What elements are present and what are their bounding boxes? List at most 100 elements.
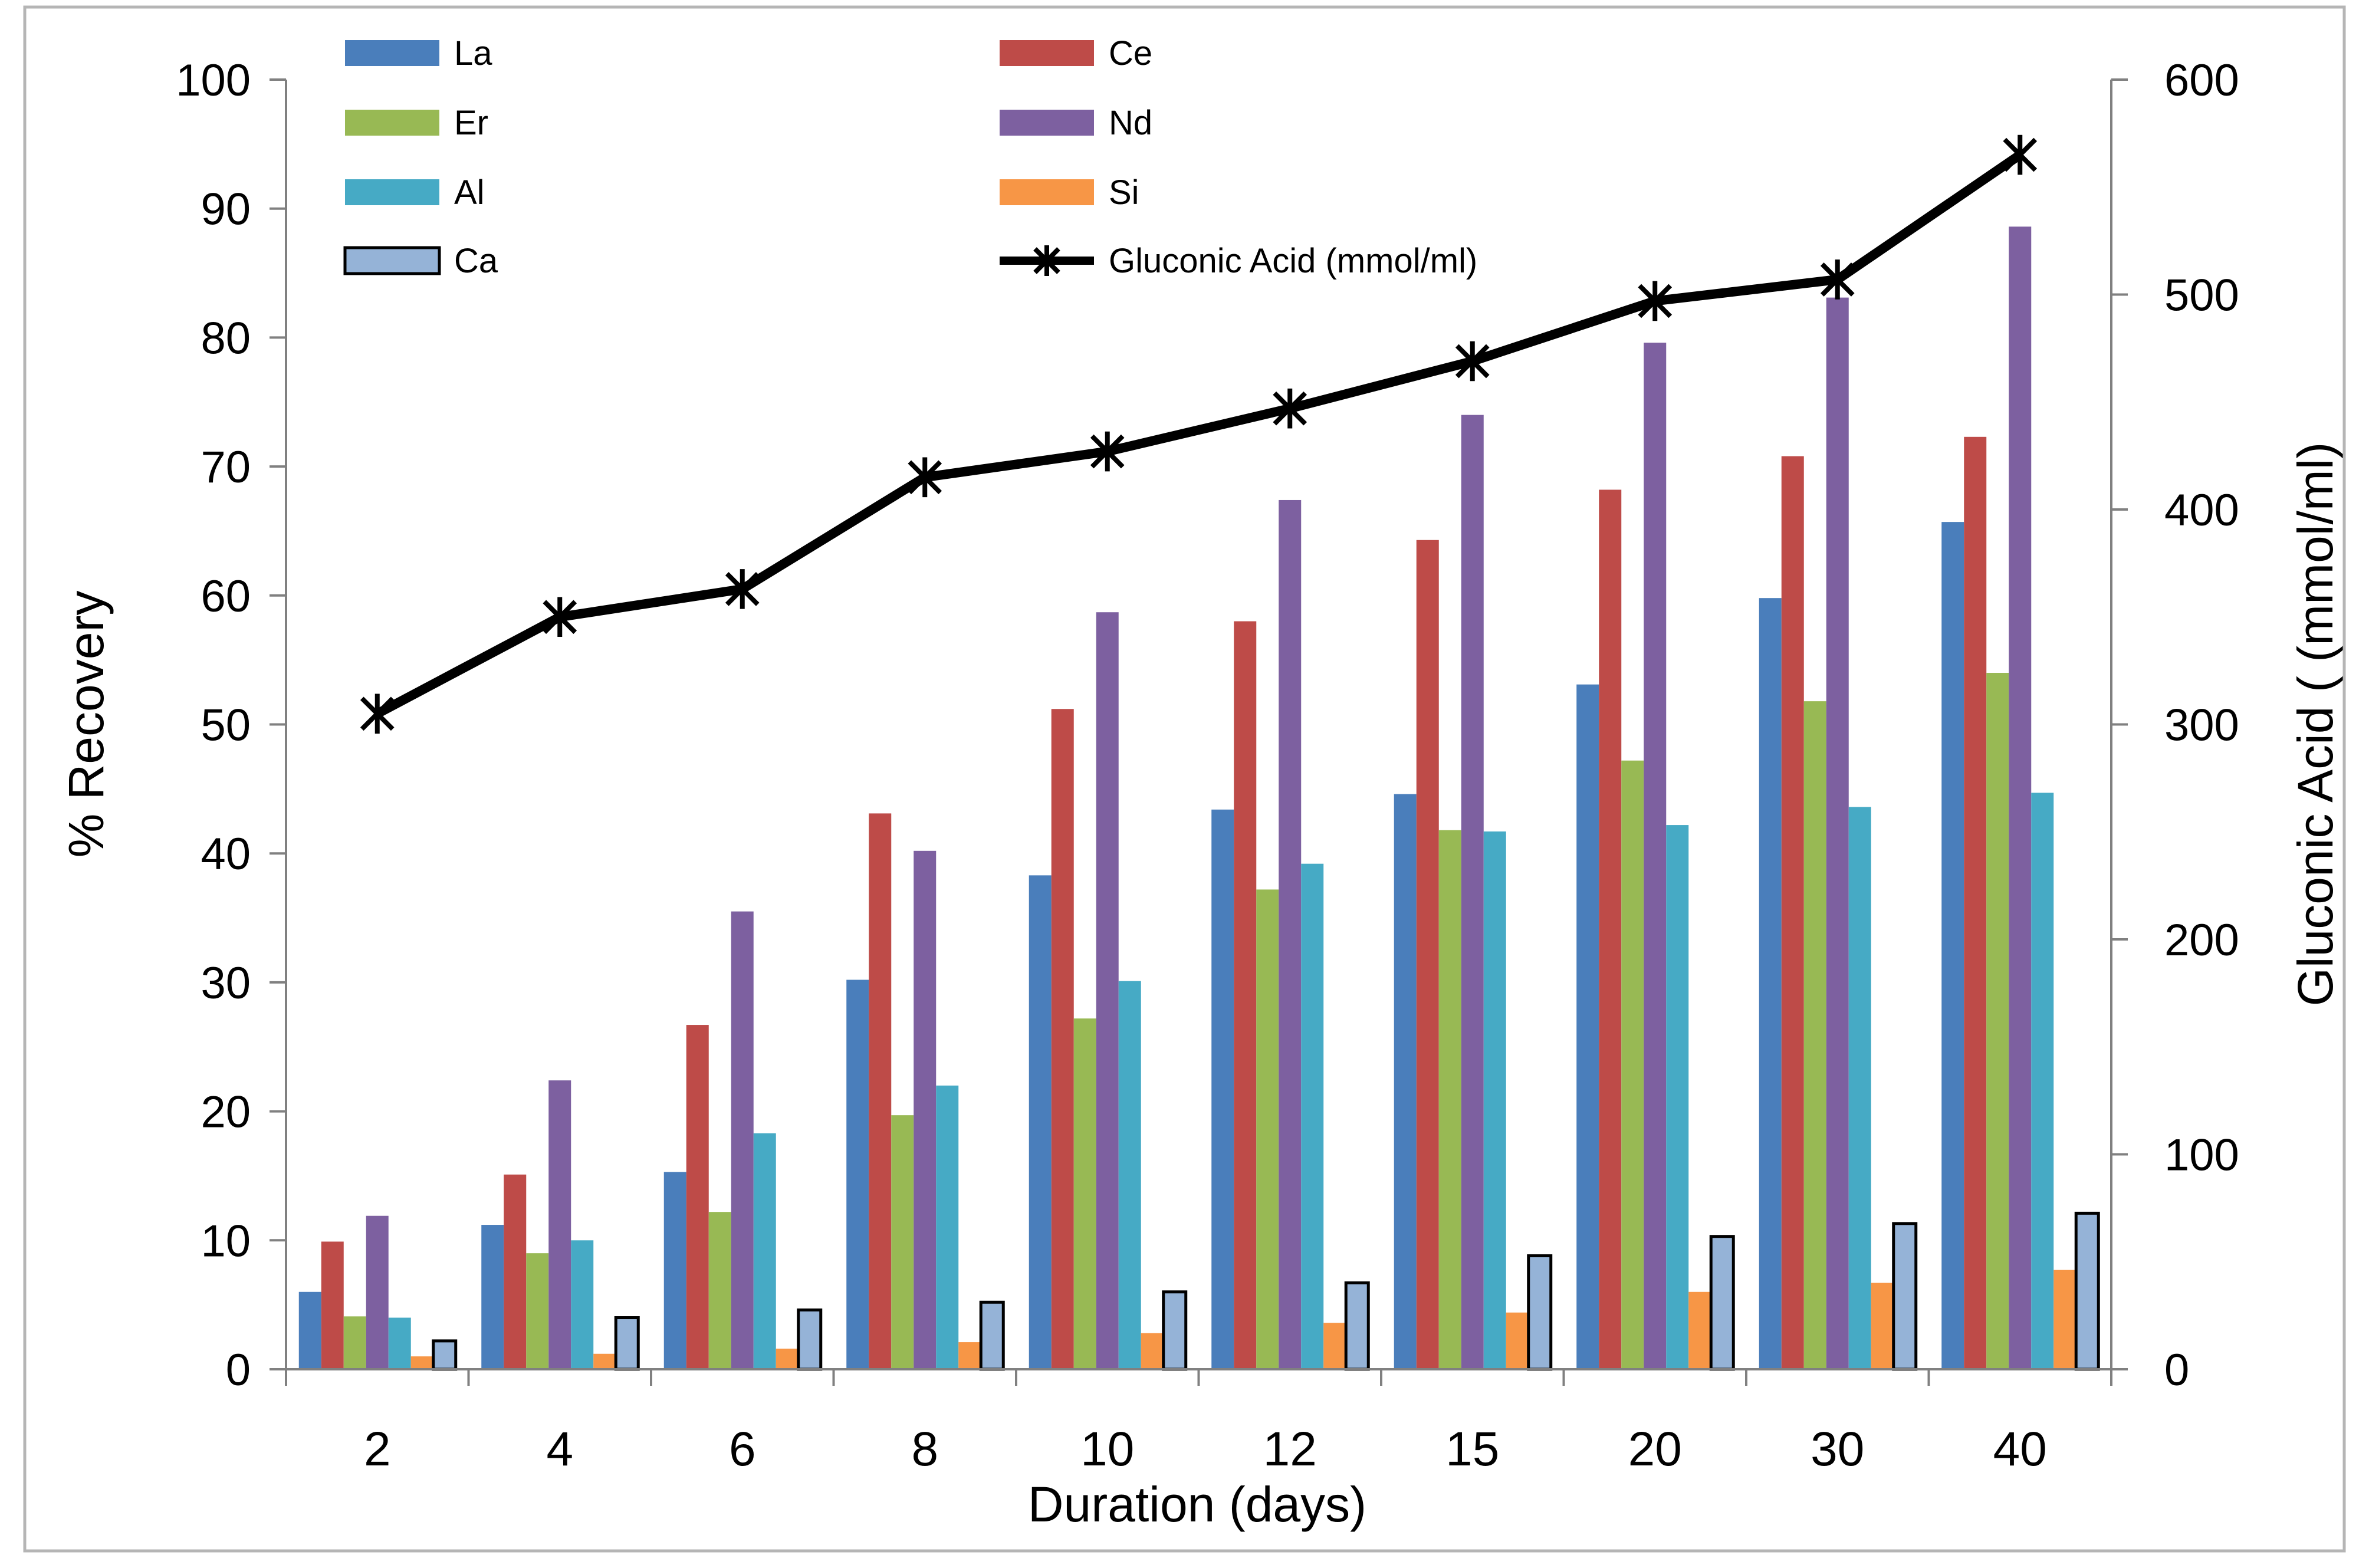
gluconic-acid-line xyxy=(375,150,2023,718)
bar-ca-40 xyxy=(2074,1211,2100,1371)
legend-swatch-nd xyxy=(1000,110,1094,136)
bar-ca-2 xyxy=(432,1339,458,1371)
bar-ca-30 xyxy=(1892,1222,1918,1371)
bar-la-40 xyxy=(1941,522,1964,1369)
bar-ce-40 xyxy=(1964,436,1987,1369)
legend-swatch-la xyxy=(345,40,439,66)
bar-ce-2 xyxy=(321,1241,344,1369)
y2-tick-label: 600 xyxy=(2164,55,2239,106)
gluconic-acid-point-6 xyxy=(725,569,760,609)
x-tick-label: 20 xyxy=(1628,1422,1682,1476)
bar-ce-20 xyxy=(1599,489,1622,1369)
bar-ca-20 xyxy=(1709,1235,1735,1371)
x-axis-title: Duration (days) xyxy=(1028,1477,1366,1532)
y-tick-label: 100 xyxy=(176,55,251,106)
legend-swatch-ca xyxy=(343,246,441,275)
bar-si-4 xyxy=(593,1353,616,1369)
gluconic-acid-point-30 xyxy=(1820,259,1855,300)
bar-la-12 xyxy=(1211,809,1234,1369)
bar-ce-6 xyxy=(686,1025,709,1369)
y-tick-label: 90 xyxy=(201,185,251,235)
bar-er-30 xyxy=(1803,701,1826,1369)
gluconic-acid-point-15 xyxy=(1455,341,1490,382)
gluconic-acid-point-20 xyxy=(1638,281,1673,321)
bar-la-20 xyxy=(1576,684,1599,1369)
bar-er-2 xyxy=(343,1316,366,1369)
bar-la-15 xyxy=(1394,794,1417,1369)
bar-si-15 xyxy=(1506,1312,1529,1369)
y-tick-label: 60 xyxy=(201,571,251,622)
legend-label-si: Si xyxy=(1109,173,1139,212)
bar-al-8 xyxy=(936,1085,959,1369)
gluconic-acid-point-8 xyxy=(908,457,942,498)
bar-si-6 xyxy=(776,1349,799,1369)
bar-al-20 xyxy=(1666,825,1689,1369)
bar-nd-15 xyxy=(1461,415,1484,1369)
x-tick-label: 15 xyxy=(1445,1422,1499,1476)
bar-nd-8 xyxy=(914,850,937,1369)
y2-tick-label: 300 xyxy=(2164,701,2239,751)
bar-er-8 xyxy=(891,1115,914,1369)
bar-ca-6 xyxy=(797,1308,823,1371)
y2-tick-label: 100 xyxy=(2164,1130,2239,1181)
bar-al-12 xyxy=(1301,863,1324,1369)
legend-label-ce: Ce xyxy=(1109,34,1152,73)
legend-label-la: La xyxy=(454,34,492,73)
bar-si-40 xyxy=(2053,1270,2076,1369)
y-tick-label: 40 xyxy=(201,829,251,879)
bar-al-30 xyxy=(1848,807,1871,1369)
bar-si-2 xyxy=(410,1356,433,1369)
bar-al-15 xyxy=(1483,831,1506,1369)
x-tick-label: 2 xyxy=(364,1422,391,1476)
bar-ca-12 xyxy=(1344,1281,1370,1371)
bar-ca-8 xyxy=(979,1300,1005,1371)
x-tick-label: 8 xyxy=(911,1422,938,1476)
y2-tick-label: 400 xyxy=(2164,485,2239,535)
bar-al-2 xyxy=(388,1317,411,1369)
legend-swatch-si xyxy=(1000,179,1094,205)
y-tick-label: 80 xyxy=(201,313,251,363)
bar-er-4 xyxy=(526,1253,549,1369)
x-tick-label: 4 xyxy=(546,1422,573,1476)
bar-nd-40 xyxy=(2009,226,2032,1369)
bar-la-8 xyxy=(846,979,869,1369)
y2-axis-title: Gluconic Acid ( (mmol/ml) xyxy=(2288,442,2343,1007)
bar-si-30 xyxy=(1871,1283,1894,1369)
bar-ca-15 xyxy=(1527,1254,1553,1371)
y-tick-label: 0 xyxy=(226,1345,251,1395)
y-tick-label: 20 xyxy=(201,1087,251,1138)
legend-swatch-er xyxy=(345,110,439,136)
bar-la-30 xyxy=(1759,598,1782,1369)
bar-ce-4 xyxy=(504,1174,527,1369)
bar-nd-30 xyxy=(1826,297,1849,1369)
bar-si-12 xyxy=(1323,1323,1346,1369)
y-tick-label: 50 xyxy=(201,701,251,751)
y-tick-label: 30 xyxy=(201,958,251,1008)
bar-er-6 xyxy=(708,1212,731,1369)
legend-swatch-ce xyxy=(1000,40,1094,66)
bar-la-2 xyxy=(298,1291,321,1369)
bar-ce-10 xyxy=(1051,709,1074,1369)
bar-ca-10 xyxy=(1162,1290,1188,1371)
bar-nd-10 xyxy=(1096,612,1119,1369)
bar-al-10 xyxy=(1118,981,1141,1369)
legend-swatch-al xyxy=(345,179,439,205)
legend-label-nd: Nd xyxy=(1109,104,1152,142)
bar-al-4 xyxy=(571,1240,594,1369)
y2-tick-label: 200 xyxy=(2164,915,2239,965)
gluconic-acid-point-12 xyxy=(1273,388,1307,429)
x-tick-label: 10 xyxy=(1080,1422,1134,1476)
y2-tick-label: 500 xyxy=(2164,271,2239,321)
bar-al-40 xyxy=(2031,793,2054,1369)
bar-nd-12 xyxy=(1279,499,1302,1370)
bar-la-6 xyxy=(663,1172,686,1369)
gluconic-acid-point-40 xyxy=(2003,134,2038,175)
gluconic-acid-point-2 xyxy=(360,693,395,734)
bar-er-15 xyxy=(1438,830,1461,1369)
bar-ce-15 xyxy=(1416,540,1439,1369)
legend: La Ce Er Nd Al Si Ca Gluconic Acid (mmol/ml) xyxy=(343,34,1477,280)
x-tick-label: 30 xyxy=(1811,1422,1864,1476)
bar-la-10 xyxy=(1029,875,1052,1369)
